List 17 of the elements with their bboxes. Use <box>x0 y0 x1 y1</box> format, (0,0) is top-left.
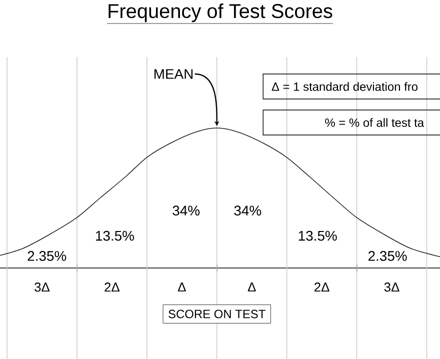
chart-title: Frequency of Test Scores <box>108 4 332 22</box>
annotation: MEAN <box>154 69 193 79</box>
annotation: 2.35% <box>28 251 66 261</box>
annotation: 34% <box>234 206 262 216</box>
x-tick-label: 2Δ <box>314 282 330 292</box>
annotation: 34% <box>172 206 200 216</box>
x-tick-label: 2Δ <box>104 282 120 292</box>
x-tick-label: 3Δ <box>34 282 50 292</box>
annotation: 13.5% <box>298 230 337 241</box>
x-tick-label: Δ <box>248 282 256 292</box>
annotation: 13.5% <box>96 230 134 241</box>
x-axis-title: SCORE ON TEST <box>168 310 266 318</box>
x-tick-label: 3Δ <box>384 282 400 292</box>
text: % = % of all test ta <box>325 118 424 127</box>
text: Δ = 1 standard deviation fro <box>272 82 418 91</box>
annotation: 2.35% <box>368 251 407 261</box>
x-tick-label: Δ <box>178 282 186 292</box>
